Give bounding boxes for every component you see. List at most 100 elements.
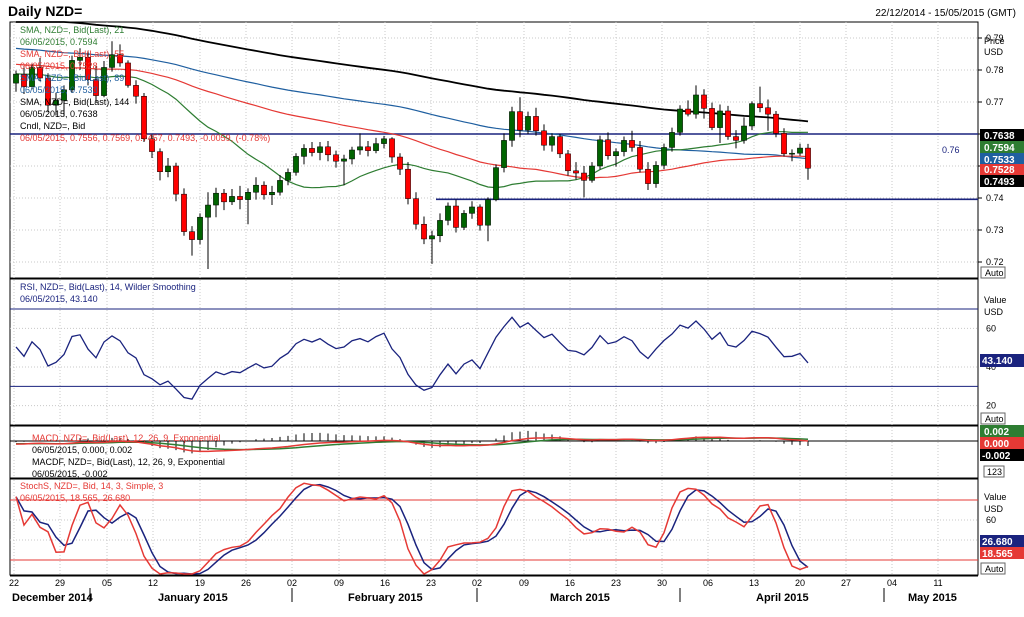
candle: [437, 213, 443, 243]
candle: [317, 142, 323, 161]
legend-sma21-value: 06/05/2015, 0.7594: [20, 37, 98, 47]
x-day-label: 02: [287, 578, 297, 588]
rsi-axis-title: Value: [984, 295, 1006, 305]
candle: [69, 55, 75, 94]
legend-candle: Cndl, NZD=, Bid: [20, 121, 85, 131]
price-tick-label: 0.73: [986, 225, 1004, 235]
candle: [309, 142, 315, 157]
rsi-auto-button[interactable]: Auto: [985, 414, 1004, 424]
candle: [445, 202, 451, 226]
rsi-tag: 43.140: [982, 356, 1013, 367]
candle: [637, 141, 643, 173]
candle: [93, 66, 99, 102]
tag-sma55: 0.7528: [984, 165, 1015, 176]
tag-close: 0.7493: [984, 177, 1015, 188]
x-day-label: 23: [426, 578, 436, 588]
candle: [61, 85, 67, 117]
date-range: 22/12/2014 - 15/05/2015 (GMT): [875, 8, 1016, 19]
x-day-label: 23: [611, 578, 621, 588]
x-month-label: December 2014: [12, 592, 94, 604]
candle: [709, 102, 715, 131]
macd-hist-tag: -0.002: [982, 451, 1011, 462]
candle: [501, 133, 507, 173]
candle: [197, 213, 203, 245]
candle: [109, 41, 115, 72]
x-day-label: 22: [9, 578, 19, 588]
tag-sma21: 0.7594: [984, 143, 1015, 154]
level-076-label: 0.76: [942, 145, 960, 155]
price-auto-button[interactable]: Auto: [985, 268, 1004, 278]
price-panel: [9, 21, 979, 279]
candle: [261, 181, 267, 200]
sma21-line: [15, 73, 809, 189]
candle: [781, 128, 787, 157]
candle: [757, 86, 763, 113]
candle: [13, 70, 19, 92]
candle: [101, 61, 107, 98]
candle: [597, 135, 603, 170]
candle: [669, 127, 675, 152]
candle: [629, 130, 635, 152]
legend-sma55-value: 06/05/2015, 0.7528: [20, 61, 98, 71]
x-day-label: 12: [148, 578, 158, 588]
stoch-auto-button[interactable]: Auto: [985, 564, 1004, 574]
candle: [133, 80, 139, 104]
tag-sma89: 0.7533: [984, 155, 1015, 166]
candle: [685, 100, 691, 117]
candle: [389, 137, 395, 163]
macd-scale-button[interactable]: 123: [987, 467, 1002, 477]
price-tick-label: 0.74: [986, 193, 1004, 203]
price-tick-label: 0.79: [986, 33, 1004, 43]
legend-sma144-value: 06/05/2015, 0.7638: [20, 109, 98, 119]
candle: [773, 110, 779, 138]
candle: [117, 44, 123, 67]
candle: [469, 201, 475, 219]
candle: [245, 188, 251, 225]
candle: [189, 226, 195, 256]
candle: [493, 164, 499, 202]
rsi-tick-label: 60: [986, 323, 996, 333]
candle: [157, 148, 163, 181]
candle: [37, 57, 43, 82]
candle: [77, 48, 83, 70]
legend-sma89: SMA, NZD=, Bid(Last), 89: [20, 73, 124, 83]
stoch-legend-value: 06/05/2015, 18.565, 26.680: [20, 493, 130, 503]
candle: [589, 162, 595, 183]
candle: [269, 185, 275, 206]
stoch-k-line: [15, 482, 809, 575]
candle: [717, 104, 723, 143]
candle: [421, 216, 427, 245]
price-axis-title: Price: [984, 36, 1005, 46]
macd-panel: [9, 425, 979, 479]
candle: [405, 162, 411, 205]
candle: [533, 107, 539, 136]
candle: [733, 130, 739, 149]
candle: [517, 97, 523, 138]
candle: [365, 141, 371, 157]
candle: [765, 99, 771, 131]
candle: [141, 93, 147, 142]
candle: [341, 154, 347, 186]
stoch-panel: [9, 478, 979, 576]
candle: [461, 210, 467, 230]
rsi-tick-label: 20: [986, 401, 996, 411]
x-day-label: 11: [933, 578, 942, 588]
candle: [149, 134, 155, 158]
candle: [613, 148, 619, 167]
candle: [621, 136, 627, 157]
candle: [645, 162, 651, 190]
x-month-label: March 2015: [550, 592, 610, 604]
candle: [453, 199, 459, 233]
macd-legend: MACD, NZD=, Bid(Last), 12, 26, 9, Expone…: [32, 433, 220, 443]
rsi-legend: RSI, NZD=, Bid(Last), 14, Wilder Smoothi…: [20, 282, 196, 292]
stoch-d-line: [15, 483, 809, 575]
legend-sma21: SMA, NZD=, Bid(Last), 21: [20, 25, 124, 35]
rsi-axis-unit: USD: [984, 307, 1004, 317]
chart-title: Daily NZD=: [8, 3, 83, 19]
candle: [205, 192, 211, 270]
candle: [325, 141, 331, 162]
price-axis-unit: USD: [984, 47, 1004, 57]
candle: [293, 153, 299, 176]
